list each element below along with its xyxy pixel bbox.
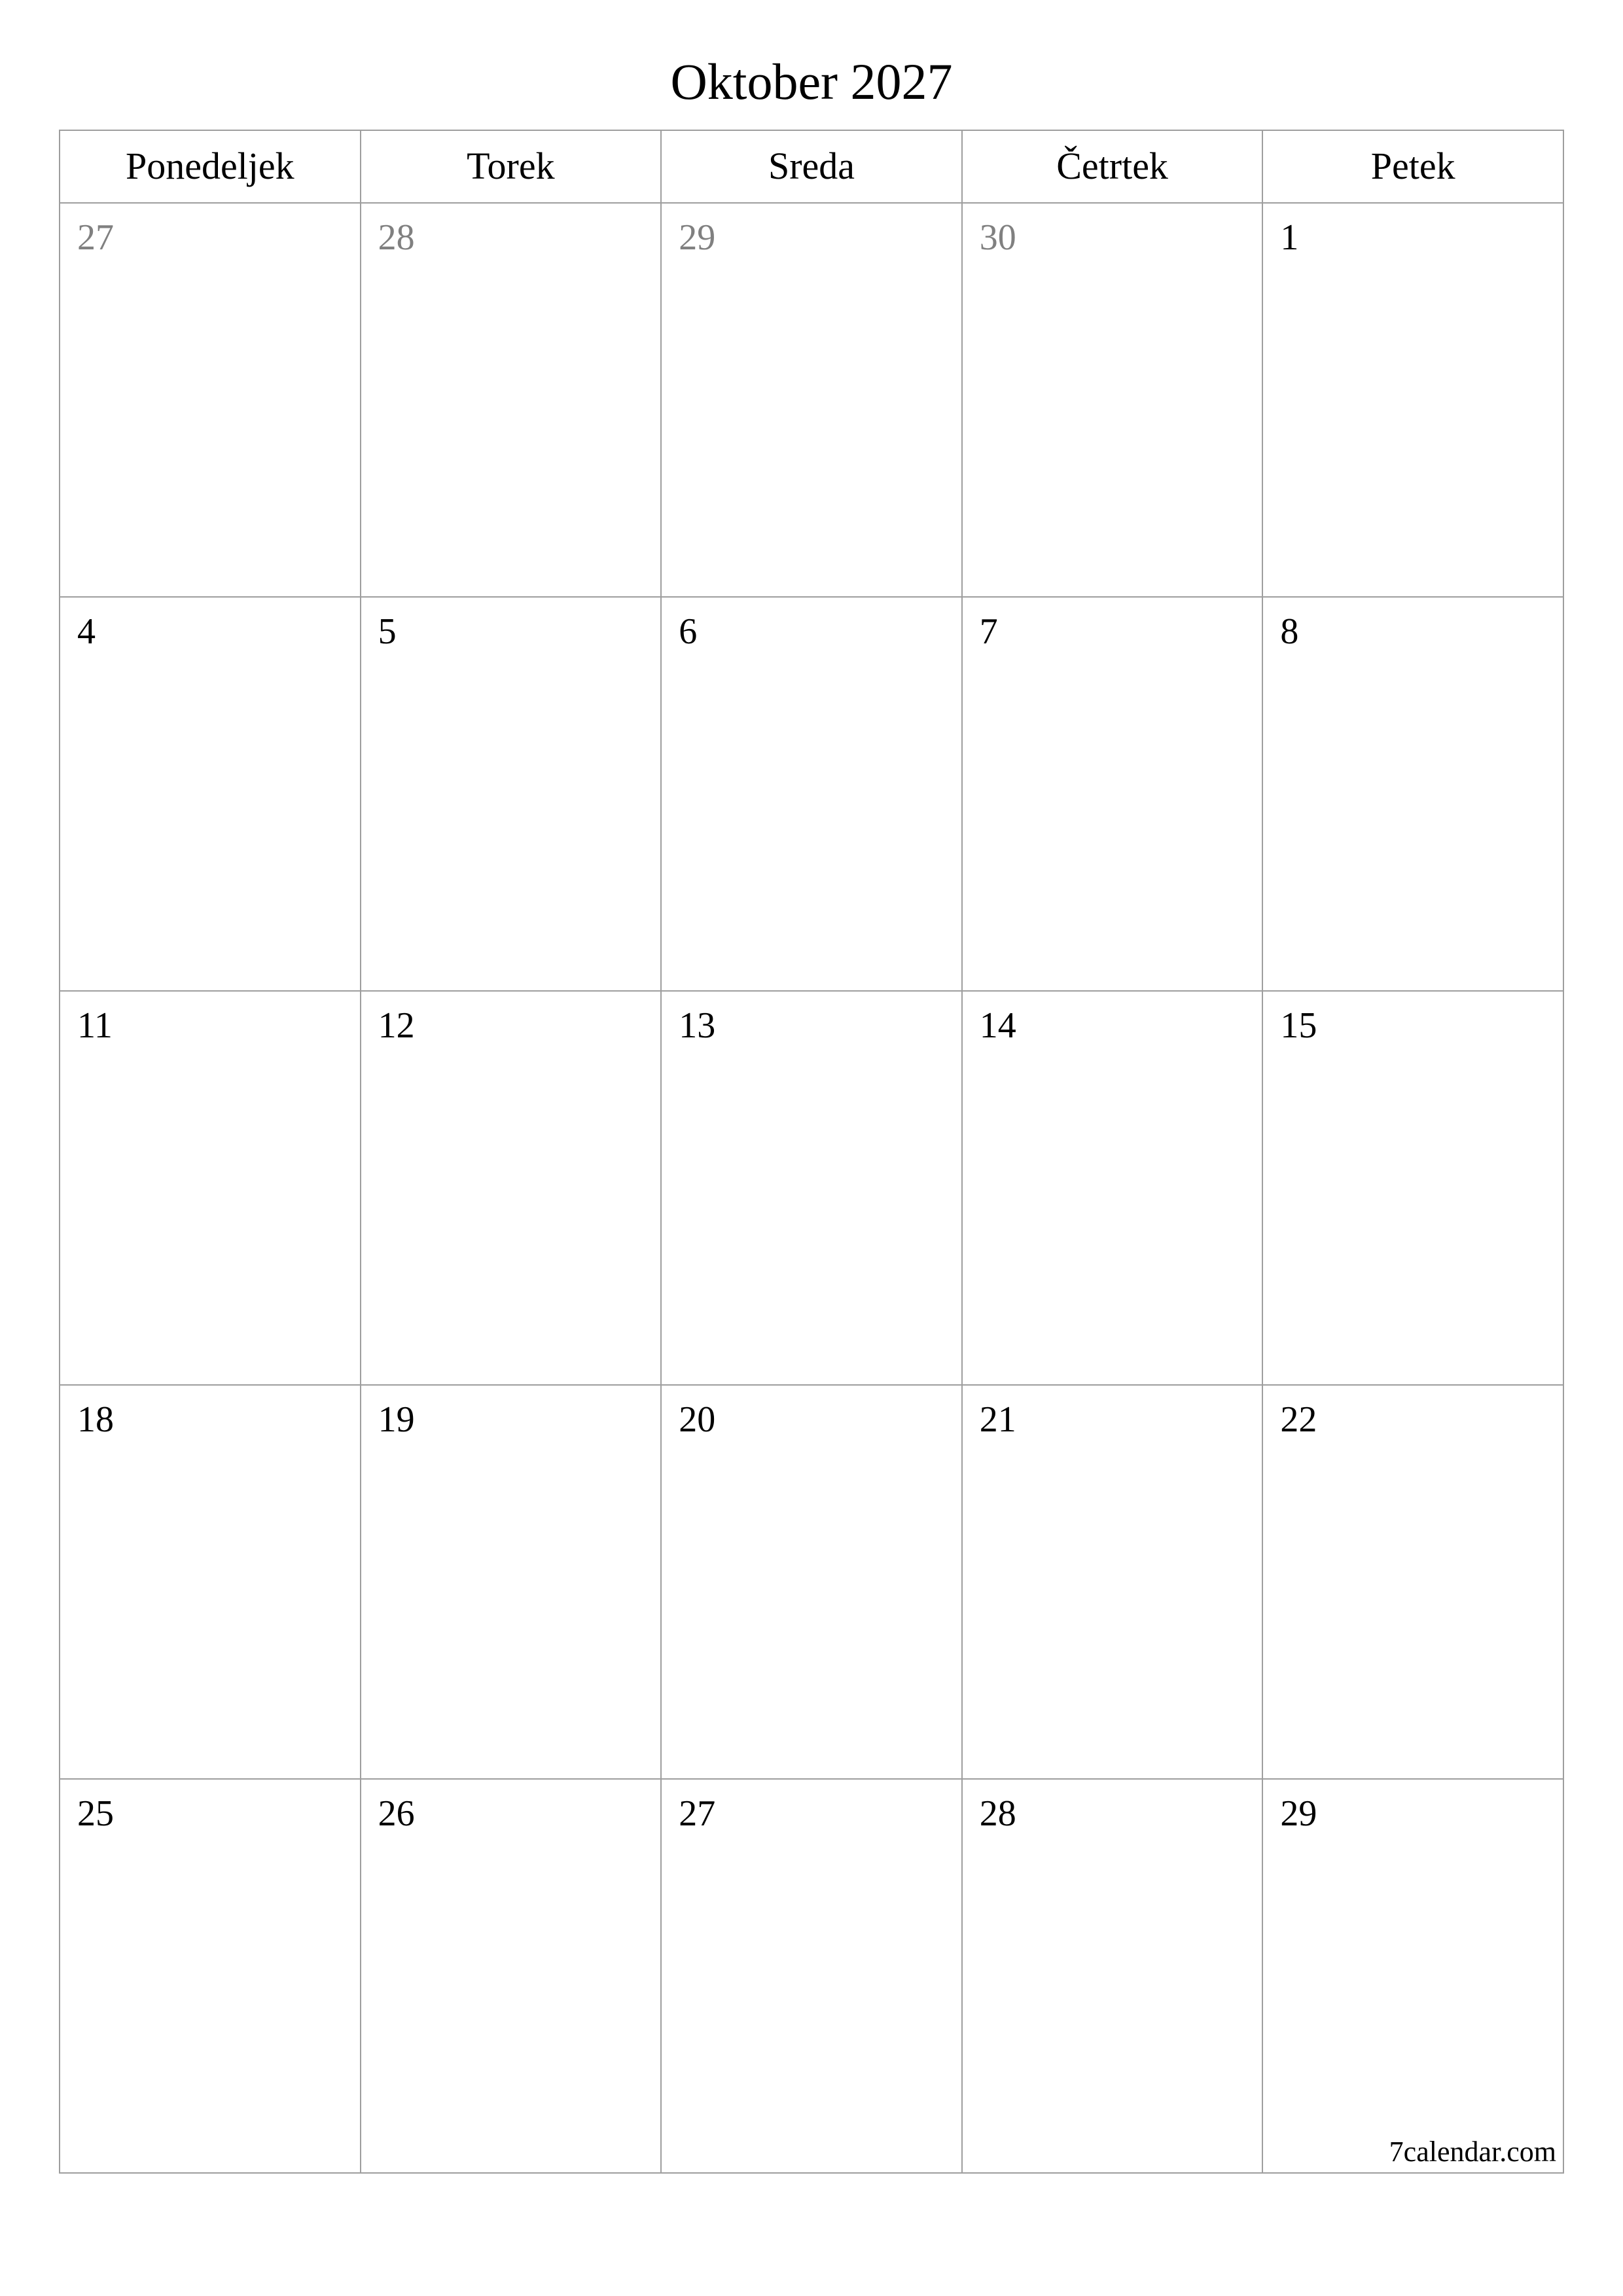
calendar-row: 18 19 20 21 22 <box>60 1385 1563 1779</box>
calendar-header-row: Ponedeljek Torek Sreda Četrtek Petek <box>60 130 1563 203</box>
day-number: 27 <box>77 217 114 258</box>
calendar-cell: 30 <box>962 203 1263 597</box>
calendar-row: 11 12 13 14 15 <box>60 991 1563 1385</box>
calendar-row: 27 28 29 30 1 <box>60 203 1563 597</box>
day-number: 27 <box>679 1793 715 1834</box>
calendar-cell: 15 <box>1262 991 1563 1385</box>
day-number: 30 <box>980 217 1016 258</box>
day-number: 28 <box>378 217 415 258</box>
weekday-header: Torek <box>361 130 662 203</box>
calendar-cell: 21 <box>962 1385 1263 1779</box>
calendar-cell: 14 <box>962 991 1263 1385</box>
day-number: 29 <box>679 217 715 258</box>
day-number: 13 <box>679 1005 715 1046</box>
day-number: 18 <box>77 1399 114 1440</box>
day-number: 22 <box>1280 1399 1317 1440</box>
calendar-cell: 27 <box>661 1779 962 2173</box>
calendar-cell: 29 7calendar.com <box>1262 1779 1563 2173</box>
calendar-cell: 20 <box>661 1385 962 1779</box>
day-number: 11 <box>77 1005 113 1046</box>
calendar-cell: 13 <box>661 991 962 1385</box>
day-number: 20 <box>679 1399 715 1440</box>
day-number: 4 <box>77 611 96 652</box>
day-number: 12 <box>378 1005 415 1046</box>
day-number: 28 <box>980 1793 1016 1834</box>
day-number: 25 <box>77 1793 114 1834</box>
day-number: 1 <box>1280 217 1298 258</box>
calendar-cell: 7 <box>962 597 1263 991</box>
weekday-header: Sreda <box>661 130 962 203</box>
calendar-cell: 18 <box>60 1385 361 1779</box>
calendar-cell: 1 <box>1262 203 1563 597</box>
calendar-cell: 6 <box>661 597 962 991</box>
calendar-cell: 11 <box>60 991 361 1385</box>
day-number: 15 <box>1280 1005 1317 1046</box>
watermark: 7calendar.com <box>1389 2135 1556 2168</box>
calendar-cell: 26 <box>361 1779 662 2173</box>
day-number: 29 <box>1280 1793 1317 1834</box>
calendar-cell: 22 <box>1262 1385 1563 1779</box>
day-number: 5 <box>378 611 397 652</box>
day-number: 26 <box>378 1793 415 1834</box>
weekday-header: Petek <box>1262 130 1563 203</box>
calendar-cell: 12 <box>361 991 662 1385</box>
calendar-cell: 25 <box>60 1779 361 2173</box>
day-number: 21 <box>980 1399 1016 1440</box>
calendar-cell: 19 <box>361 1385 662 1779</box>
calendar-title: Oktober 2027 <box>59 52 1564 111</box>
calendar-table: Ponedeljek Torek Sreda Četrtek Petek 27 … <box>59 130 1564 2174</box>
day-number: 8 <box>1280 611 1298 652</box>
calendar-cell: 28 <box>962 1779 1263 2173</box>
weekday-header: Ponedeljek <box>60 130 361 203</box>
day-number: 7 <box>980 611 998 652</box>
weekday-header: Četrtek <box>962 130 1263 203</box>
calendar-cell: 28 <box>361 203 662 597</box>
calendar-row: 4 5 6 7 8 <box>60 597 1563 991</box>
calendar-cell: 4 <box>60 597 361 991</box>
calendar-cell: 29 <box>661 203 962 597</box>
day-number: 19 <box>378 1399 415 1440</box>
calendar-cell: 27 <box>60 203 361 597</box>
day-number: 14 <box>980 1005 1016 1046</box>
calendar-cell: 5 <box>361 597 662 991</box>
day-number: 6 <box>679 611 697 652</box>
calendar-cell: 8 <box>1262 597 1563 991</box>
calendar-row: 25 26 27 28 29 7calendar.com <box>60 1779 1563 2173</box>
